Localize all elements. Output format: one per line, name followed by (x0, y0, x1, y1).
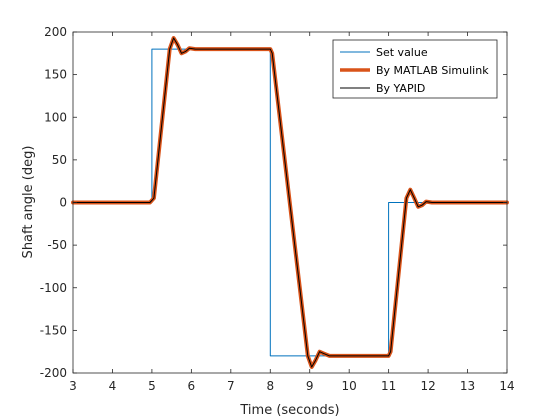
legend: Set value By MATLAB Simulink By YAPID (332, 39, 498, 99)
x-tick-label: 13 (460, 379, 475, 393)
series-line-set-value (72, 48, 508, 357)
legend-label-matlab-simulink: By MATLAB Simulink (376, 64, 489, 77)
x-tick-label: 3 (69, 379, 77, 393)
y-tick-label: 200 (44, 25, 67, 39)
y-tick-label: -150 (40, 323, 67, 337)
x-tick-label: 11 (381, 379, 396, 393)
x-tick-label: 10 (342, 379, 357, 393)
x-tick-label: 5 (148, 379, 156, 393)
series-line-by-yapid (72, 37, 508, 368)
y-tick-label: 100 (44, 110, 67, 124)
x-tick-label: 6 (188, 379, 196, 393)
legend-label-set-value: Set value (376, 46, 428, 59)
x-tick-label: 7 (227, 379, 235, 393)
y-tick-label: 0 (59, 196, 67, 210)
x-axis-label: Time (seconds) (239, 403, 339, 418)
y-tick-label: -200 (40, 366, 67, 380)
x-tick-label: 4 (109, 379, 117, 393)
y-tick-label: -100 (40, 281, 67, 295)
x-tick-label: 14 (499, 379, 514, 393)
x-tick-label: 9 (306, 379, 314, 393)
x-tick-label: 12 (420, 379, 435, 393)
y-tick-label: -50 (47, 238, 67, 252)
legend-label-yapid: By YAPID (376, 82, 425, 95)
y-axis-label: Shaft angle (deg) (21, 146, 36, 259)
x-tick-label: 8 (266, 379, 274, 393)
y-tick-label: 50 (52, 153, 67, 167)
y-tick-label: 150 (44, 68, 67, 82)
